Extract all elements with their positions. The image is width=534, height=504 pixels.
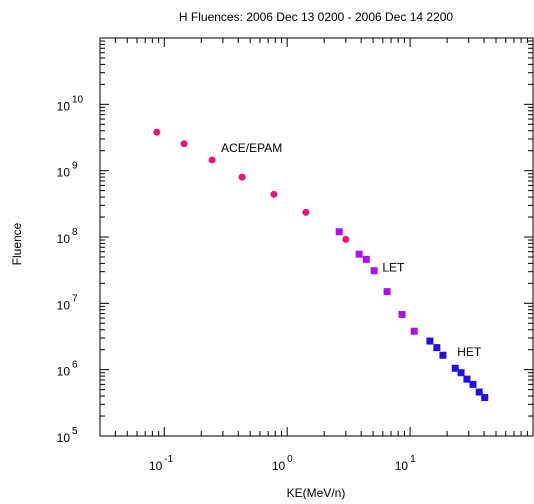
data-point-let: [398, 310, 406, 318]
x-tick-exponent: 0: [287, 454, 293, 465]
data-point-het: [457, 369, 465, 377]
y-tick-label: 10 8: [57, 227, 78, 246]
series-ace-epam: [153, 128, 350, 243]
y-tick-base: 10: [57, 431, 71, 445]
data-point-het: [463, 375, 471, 383]
x-tick-label: 10 -1: [149, 454, 174, 473]
series-annotations: ACE/EPAM LET HET: [221, 141, 482, 359]
x-tick-exponent: -1: [164, 454, 173, 465]
series-annotation: LET: [382, 261, 405, 275]
y-tick-exponent: 7: [72, 293, 78, 304]
y-axis-label: Fluence: [10, 222, 24, 265]
y-tick-base: 10: [57, 298, 71, 312]
data-point-ace-epam: [208, 156, 216, 164]
data-point-het: [451, 364, 459, 372]
y-tick-base: 10: [57, 166, 71, 180]
data-point-ace-epam: [270, 190, 278, 198]
y-tick-base: 10: [57, 99, 71, 113]
y-tick-exponent: 10: [72, 94, 84, 105]
data-point-ace-epam: [302, 208, 310, 216]
series-het: [426, 337, 489, 402]
y-tick-label: 10 5: [57, 426, 78, 445]
y-tick-label: 10 7: [57, 293, 78, 312]
data-point-het: [481, 394, 489, 402]
y-tick-base: 10: [57, 365, 71, 379]
x-tick-exponent: 1: [410, 454, 416, 465]
data-point-ace-epam: [342, 235, 350, 243]
data-point-ace-epam: [153, 128, 161, 136]
chart-title: H Fluences: 2006 Dec 13 0200 - 2006 Dec …: [179, 10, 454, 24]
data-point-het: [469, 380, 477, 388]
series-annotation: HET: [457, 345, 482, 359]
data-point-het: [426, 337, 434, 345]
data-point-let: [383, 288, 391, 296]
series-let: [335, 228, 418, 335]
data-point-het: [475, 388, 483, 396]
y-tick-label: 10 6: [57, 360, 78, 379]
x-tick-label: 10 1: [395, 454, 416, 473]
x-axis-label: KE(MeV/n): [287, 486, 346, 500]
data-point-let: [362, 255, 370, 263]
data-series: [153, 128, 489, 402]
data-point-let: [410, 327, 418, 335]
series-annotation: ACE/EPAM: [221, 141, 282, 155]
x-minor-ticks: [99, 38, 534, 436]
y-tick-exponent: 6: [72, 360, 78, 371]
x-tick-base: 10: [149, 459, 163, 473]
data-point-ace-epam: [180, 140, 188, 148]
data-point-het: [433, 344, 441, 352]
y-tick-exponent: 5: [72, 426, 78, 437]
data-point-het: [439, 351, 447, 359]
data-point-ace-epam: [238, 173, 246, 181]
x-tick-label: 10 0: [272, 454, 293, 473]
data-point-let: [335, 228, 343, 236]
y-tick-exponent: 8: [72, 227, 78, 238]
x-tick-base: 10: [272, 459, 286, 473]
y-tick-label: 10 10: [57, 94, 84, 113]
data-point-let: [355, 250, 363, 258]
y-minor-ticks: [100, 37, 533, 437]
y-tick-label: 10 9: [57, 161, 78, 180]
y-tick-base: 10: [57, 232, 71, 246]
x-tick-base: 10: [395, 459, 409, 473]
data-point-let: [370, 267, 378, 275]
y-tick-exponent: 9: [72, 161, 78, 172]
x-axis-ticks: 10 -1 10 0 10 1: [149, 454, 416, 473]
